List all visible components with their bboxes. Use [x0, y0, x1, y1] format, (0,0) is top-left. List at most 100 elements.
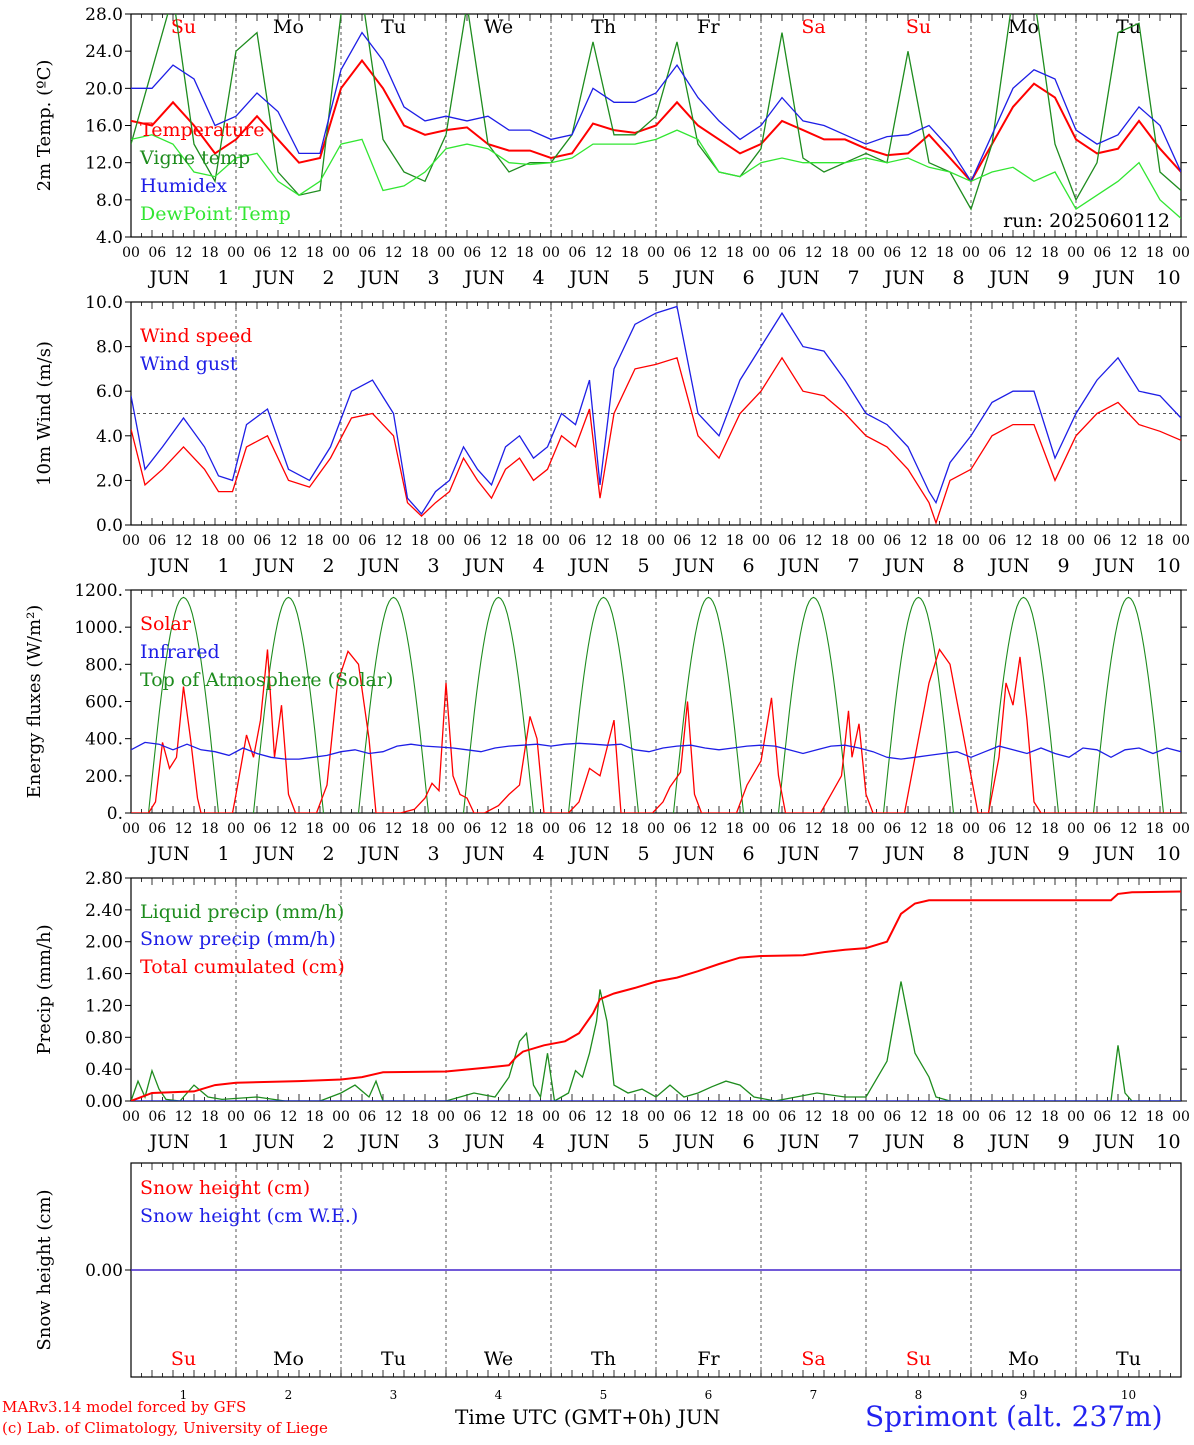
hour-label: 00	[122, 533, 140, 549]
hour-label: 00	[752, 821, 770, 837]
y-tick-label: 4.0	[96, 228, 123, 248]
weekday-label: Sa	[801, 16, 825, 38]
y-tick-label: 1.20	[85, 996, 123, 1016]
hour-label: 18	[306, 821, 324, 837]
hour-label: 12	[1120, 821, 1138, 837]
weekday-label: Mo	[273, 16, 304, 38]
weekday-label: Th	[591, 1348, 616, 1370]
date-label: 7	[847, 1131, 859, 1153]
month-label: JUN	[778, 555, 820, 577]
hour-label: 00	[857, 533, 875, 549]
hour-label: 18	[1041, 533, 1059, 549]
run-label: run: 2025060112	[1003, 210, 1170, 232]
hour-label: 12	[280, 821, 298, 837]
series-line	[131, 129, 1181, 219]
weekday-label: Su	[906, 16, 931, 38]
y-tick-label: 0.	[107, 804, 123, 824]
hour-label: 00	[647, 1109, 665, 1125]
toa-solar-line	[147, 596, 1165, 813]
date-label: 8	[952, 843, 964, 865]
date-number: 6	[705, 1388, 713, 1402]
month-label: JUN	[778, 843, 820, 865]
y-tick-label: 2.0	[96, 471, 123, 491]
hour-label: 06	[673, 533, 691, 549]
date-number: 9	[1020, 1388, 1028, 1402]
weekday-label: Mo	[273, 1348, 304, 1370]
y-tick-label: 1000.	[74, 618, 123, 638]
hour-label: 18	[411, 821, 429, 837]
hour-label: 18	[516, 245, 534, 261]
hour-label: 06	[568, 821, 586, 837]
hour-label: 00	[962, 1109, 980, 1125]
weekday-label: Tu	[381, 1348, 406, 1370]
hour-label: 06	[148, 821, 166, 837]
weekday-label: Tu	[381, 16, 406, 38]
month-label: JUN	[778, 267, 820, 289]
y-tick-label: 0.40	[85, 1060, 123, 1080]
hour-label: 00	[332, 1109, 350, 1125]
hour-label: 00	[962, 533, 980, 549]
date-label: 10	[1156, 1131, 1180, 1153]
hour-label: 00	[962, 245, 980, 261]
hour-label: 12	[700, 821, 718, 837]
series-line	[131, 981, 1181, 1101]
month-label: JUN	[358, 843, 400, 865]
hour-label: 06	[463, 1109, 481, 1125]
hour-label: 18	[306, 245, 324, 261]
hour-label: 12	[280, 245, 298, 261]
legend-entry: Snow precip (mm/h)	[140, 928, 336, 950]
y-tick-label: 10.0	[85, 293, 123, 313]
hour-label: 06	[988, 821, 1006, 837]
hour-label: 00	[122, 245, 140, 261]
hour-label: 06	[1093, 1109, 1111, 1125]
hour-label: 00	[227, 1109, 245, 1125]
weekday-label: Mo	[1008, 1348, 1039, 1370]
hour-label: 00	[227, 533, 245, 549]
legend-entry: Top of Atmosphere (Solar)	[140, 669, 393, 691]
hour-label: 12	[595, 533, 613, 549]
hour-label: 18	[936, 821, 954, 837]
legend-entry: Total cumulated (cm)	[140, 956, 345, 978]
hour-label: 12	[1120, 533, 1138, 549]
hour-label: 00	[1172, 533, 1190, 549]
month-label: JUN	[988, 555, 1030, 577]
weekday-label: Fr	[697, 1348, 720, 1370]
month-label: JUN	[568, 1131, 610, 1153]
month-label: JUN	[673, 267, 715, 289]
y-tick-label: 8.0	[96, 338, 123, 358]
hour-label: 00	[542, 1109, 560, 1125]
hour-label: 00	[1067, 245, 1085, 261]
y-tick-label: 24.0	[85, 42, 123, 62]
month-label: JUN	[988, 1131, 1030, 1153]
legend-entry: Snow height (cm)	[140, 1177, 310, 1199]
hour-label: 00	[1172, 1109, 1190, 1125]
hour-label: 12	[385, 245, 403, 261]
y-axis-title: Snow height (cm)	[34, 1189, 55, 1350]
hour-label: 12	[805, 821, 823, 837]
hour-label: 18	[936, 245, 954, 261]
hour-label: 00	[1067, 1109, 1085, 1125]
precip-panel: 0.00 0.40 0.80 1.20 1.60 2.00 2.40 2.80 Precip (…	[34, 869, 1190, 1153]
hour-label: 00	[647, 821, 665, 837]
hour-label: 18	[1146, 245, 1164, 261]
date-number: 4	[495, 1388, 503, 1402]
date-label: 5	[637, 843, 649, 865]
hour-label: 06	[1093, 821, 1111, 837]
hour-label: 18	[831, 245, 849, 261]
hour-label: 00	[122, 1109, 140, 1125]
hour-label: 06	[148, 245, 166, 261]
hour-label: 18	[411, 1109, 429, 1125]
hour-label: 18	[936, 533, 954, 549]
date-label: 4	[532, 1131, 544, 1153]
hour-label: 18	[831, 1109, 849, 1125]
weekday-label: Sa	[801, 1348, 825, 1370]
y-tick-label: 200.	[85, 767, 123, 787]
hour-label: 06	[673, 245, 691, 261]
hour-label: 12	[175, 533, 193, 549]
month-label: JUN	[883, 267, 925, 289]
hour-label: 12	[910, 533, 928, 549]
hour-label: 18	[831, 533, 849, 549]
hour-label: 12	[910, 821, 928, 837]
hour-label: 06	[253, 533, 271, 549]
